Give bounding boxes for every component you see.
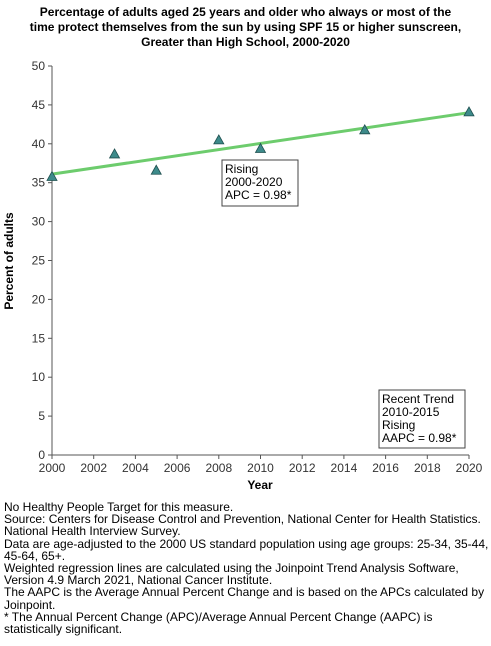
annotation-line: Rising [225, 162, 258, 176]
annotation-frame [221, 159, 299, 207]
data-point [359, 123, 371, 135]
y-tick-label: 25 [32, 254, 46, 268]
x-tick-label: 2008 [205, 461, 232, 475]
chart-title-line-3: Greater than High School, 2000-2020 [141, 35, 350, 49]
note-age-adjusted: Data are age-adjusted to the 2000 US sta… [4, 536, 489, 563]
x-tick-label: 2002 [80, 461, 107, 475]
x-tick-label: 2012 [289, 461, 316, 475]
annotation-line: Rising [382, 418, 415, 432]
y-tick-label: 15 [32, 331, 46, 345]
chart-svg: 0 5 10 15 20 25 30 35 40 45 50 2000 2002 2004 2006 2008… [2, 59, 483, 492]
x-tick-label: 2014 [331, 461, 358, 475]
y-tick-label: 40 [32, 137, 46, 151]
y-tick-label: 35 [32, 176, 46, 190]
y-tick-label: 10 [32, 370, 46, 384]
annotation-line: Recent Trend [382, 392, 454, 406]
data-point [254, 142, 267, 153]
y-tick-label: 30 [32, 215, 46, 229]
y-tick-label: 45 [32, 98, 46, 112]
x-tick-label: 2000 [39, 461, 66, 475]
data-point [463, 106, 475, 117]
data-point [46, 170, 58, 181]
data-point [108, 148, 121, 159]
y-tick-label: 5 [38, 409, 45, 423]
chart-title: Percentage of adults aged 25 years and o… [0, 5, 491, 50]
annotation-line: 2010-2015 [382, 405, 440, 419]
data-point [150, 164, 162, 175]
note-target: No Healthy People Target for this measur… [4, 500, 234, 514]
x-tick-label: 2016 [372, 461, 399, 475]
chart-title-line-1: Percentage of adults aged 25 years and o… [39, 5, 452, 19]
note-aapc: The AAPC is the Average Annual Percent C… [4, 585, 485, 612]
note-significance: * The Annual Percent Change (APC)/Averag… [4, 609, 433, 637]
annotation-line: AAPC = 0.98* [382, 431, 457, 445]
x-tick-label: 2010 [247, 461, 274, 475]
x-axis-title: Year [247, 478, 273, 492]
annotation-line: 2000-2020 [225, 175, 283, 189]
note-source: Source: Centers for Disease Control and … [4, 512, 481, 539]
data-point [213, 134, 225, 145]
x-tick-label: 2004 [122, 461, 149, 475]
axes [48, 65, 470, 459]
y-tick-label: 20 [32, 292, 46, 306]
y-tick-label: 50 [32, 59, 46, 73]
note-regression: Weighted regression lines are calculated… [4, 561, 459, 588]
y-axis-title: Percent of adults [2, 212, 16, 310]
x-tick-label: 2020 [456, 461, 483, 475]
y-tick-label: 0 [38, 448, 45, 462]
annotation-frame [378, 389, 466, 449]
data-points [46, 106, 475, 181]
tick-labels: 0 5 10 15 20 25 30 35 40 45 50 2000 2002 2004 2006 2008… [32, 59, 483, 475]
footnotes: No Healthy People Target for this measur… [4, 501, 490, 635]
annotation-line: APC = 0.98* [225, 188, 292, 202]
x-tick-label: 2006 [164, 461, 191, 475]
x-tick-label: 2018 [414, 461, 441, 475]
chart-title-line-2: time protect themselves from the sun by … [29, 20, 462, 34]
